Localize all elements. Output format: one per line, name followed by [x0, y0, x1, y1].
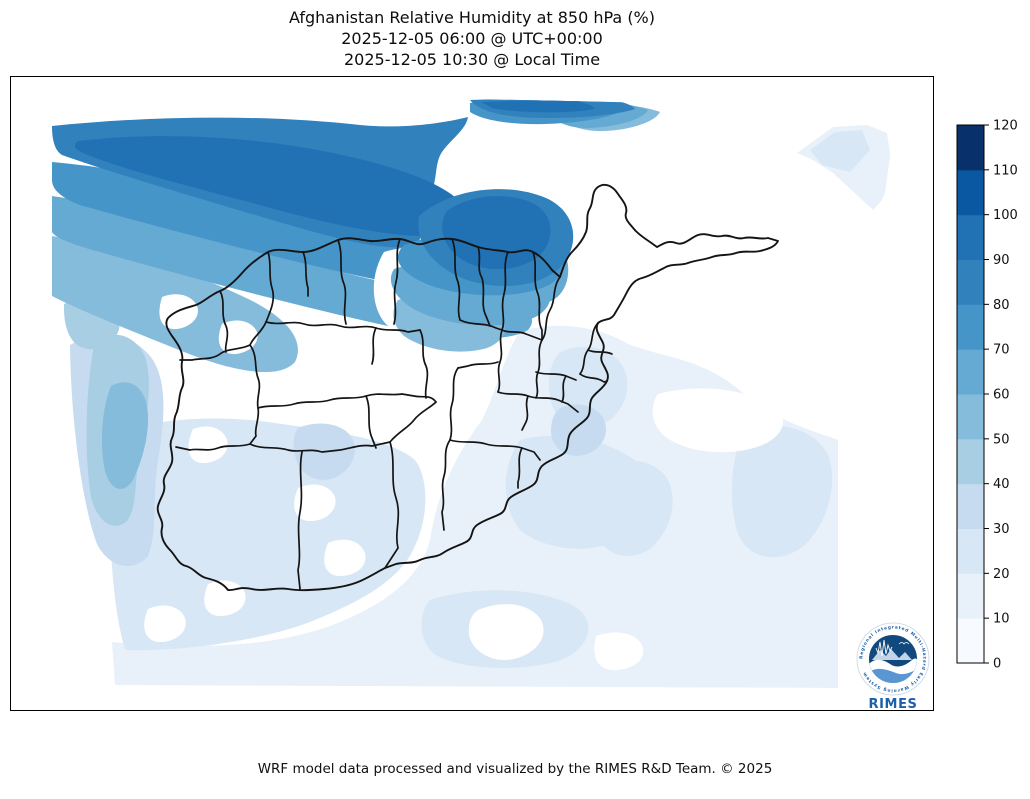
- colorbar-tick-label: 60: [993, 388, 1010, 403]
- colorbar-tick-label: 100: [993, 208, 1018, 223]
- colorbar-tick-label: 30: [993, 522, 1010, 537]
- colorbar: 0 10 20 30 40 50 60 70 80 90 100 110 120: [957, 119, 1018, 672]
- contour-fill-20-30: [731, 425, 833, 558]
- colorbar-swatch-0-10: [957, 618, 984, 664]
- title-line-1: Afghanistan Relative Humidity at 850 hPa…: [288, 8, 655, 27]
- plot-title: Afghanistan Relative Humidity at 850 hPa…: [10, 7, 934, 70]
- footer-credit: WRF model data processed and visualized …: [257, 761, 773, 777]
- colorbar-tick-label: 0: [993, 657, 1001, 672]
- contour-fill-20-30: [592, 460, 673, 557]
- colorbar-outline: [956, 124, 985, 664]
- colorbar-swatch-90-100: [957, 214, 984, 260]
- colorbar-tick-label: 120: [993, 119, 1018, 134]
- contour-fill-20-30: [110, 418, 426, 651]
- country-outline: [156, 183, 779, 592]
- colorbar-tick-label: 20: [993, 567, 1010, 582]
- colorbar-swatch-100-110: [957, 169, 984, 216]
- rimes-logo: Regional Integrated Multi-Hazard Early W…: [856, 622, 930, 713]
- logo-wordmark: RIMES: [868, 697, 917, 712]
- title-line-3: 2025-12-05 10:30 @ Local Time: [343, 50, 601, 69]
- contour-fill-20-30: [810, 130, 870, 172]
- colorbar-swatch-50-60: [957, 394, 984, 440]
- logo-artwork: [869, 639, 917, 683]
- bird-icon: [898, 642, 910, 645]
- colorbar-tick-label: 70: [993, 343, 1010, 358]
- contour-fill-90-100: [74, 136, 467, 237]
- contour-fill-50-60: [101, 382, 149, 489]
- colorbar-swatch-10-20: [957, 573, 984, 619]
- colorbar-swatch-110-120: [957, 125, 984, 171]
- colorbar-tick-label: 80: [993, 298, 1010, 313]
- contour-fill-90-100: [481, 99, 595, 113]
- internal-province-lines: [175, 238, 613, 590]
- colorbar-swatch-70-80: [957, 304, 984, 350]
- colorbar-swatch-20-30: [957, 528, 984, 574]
- contour-fill-30-40: [551, 404, 606, 456]
- title-line-2: 2025-12-05 06:00 @ UTC+00:00: [341, 29, 603, 48]
- colorbar-swatch-40-50: [957, 438, 984, 485]
- colorbar-swatch-30-40: [957, 483, 984, 529]
- wave-icon: [869, 668, 917, 683]
- colorbar-swatch-80-90: [957, 259, 984, 305]
- province-boundaries: [156, 183, 779, 592]
- colorbar-tick-label: 110: [993, 163, 1018, 178]
- seismograph-icon: [875, 639, 893, 657]
- colorbar-swatch-60-70: [957, 349, 984, 395]
- colorbar-tick-label: 40: [993, 477, 1010, 492]
- colorbar-tick-label: 90: [993, 253, 1010, 268]
- colorbar-tick-label: 10: [993, 612, 1010, 627]
- colorbar-tick-label: 50: [993, 432, 1010, 447]
